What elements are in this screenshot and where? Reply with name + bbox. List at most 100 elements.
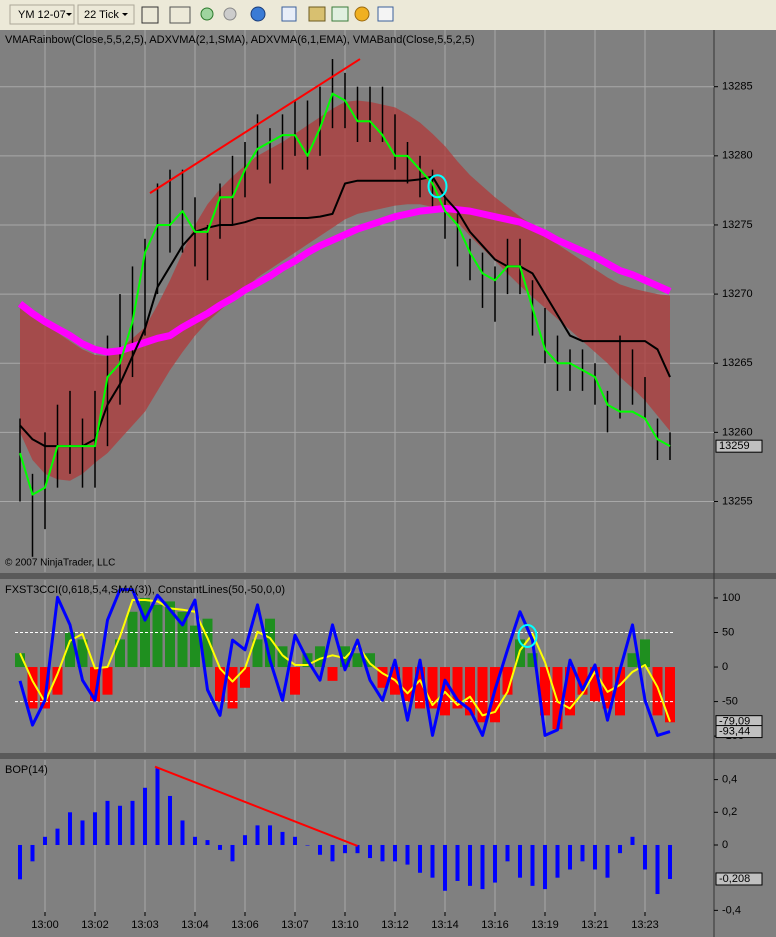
cci-histogram-bar [502, 667, 513, 695]
instrument[interactable]: YM 12-07 [18, 9, 66, 21]
y-tick-label: 0,4 [722, 774, 737, 786]
highlight-ellipse [427, 174, 448, 199]
cci-histogram-bar [465, 667, 475, 716]
cci-histogram-bar [627, 653, 638, 668]
last-price-box [715, 439, 763, 453]
last-value-box [715, 872, 763, 886]
x-tick-label: 13:21 [581, 919, 609, 931]
bop-bar [30, 844, 35, 862]
bop-bar [568, 844, 572, 870]
interval[interactable]: 22 Tick [84, 9, 119, 21]
cci-histogram-bar [90, 667, 100, 702]
bop-bar [280, 831, 285, 845]
cci-histogram-bar [402, 667, 413, 702]
indicator-line [17, 204, 672, 356]
zoom-in-button[interactable] [200, 7, 214, 21]
y-tick-label: 13265 [722, 357, 753, 369]
chart-button[interactable] [331, 6, 349, 22]
bop-bar [655, 844, 660, 895]
bop-bar [118, 805, 122, 845]
bop-bar [305, 844, 310, 846]
last-price-box-label: 13259 [719, 440, 750, 452]
cci-histogram-bar [227, 667, 238, 709]
bop-bar [318, 844, 322, 855]
cci-histogram-bar [240, 667, 250, 688]
cci-histogram-bar [202, 618, 213, 668]
cci-histogram-bar [577, 667, 588, 695]
bop-bar [543, 844, 547, 890]
bop-bar [268, 825, 272, 845]
y-tick-label: 13255 [722, 495, 753, 507]
trend-line [149, 58, 361, 194]
cci-histogram-bar [352, 653, 363, 668]
cci-histogram-bar [565, 667, 575, 716]
cci-histogram-bar [665, 667, 675, 723]
x-tick-label: 13:02 [81, 919, 109, 931]
y-tick-label: 13280 [722, 150, 753, 162]
x-tick-label: 13:23 [631, 919, 659, 931]
bop-bar [255, 825, 260, 845]
cci-histogram-bar [615, 667, 625, 716]
interval-dropdown[interactable] [77, 4, 135, 25]
cci-histogram-bar [327, 667, 338, 681]
bop-bar [555, 844, 560, 878]
last-value-box-label: -0,208 [719, 873, 750, 885]
y-tick-label: -0,4 [722, 904, 741, 916]
bop-bar [205, 840, 210, 845]
cci-histogram-bar [190, 625, 200, 668]
x-tick-label: 13:00 [31, 919, 59, 931]
trend-line [154, 765, 358, 847]
x-tick-label: 13:14 [431, 919, 459, 931]
panel-title: VMARainbow(Close,5,5,2,5), ADXVMA(2,1,SM… [5, 34, 475, 46]
y-tick-label: 13260 [722, 426, 753, 438]
cci-histogram-bar [377, 667, 388, 688]
zoom-out-button[interactable] [223, 7, 237, 21]
panel-title: BOP(14) [5, 764, 48, 776]
x-tick-label: 13:16 [481, 919, 509, 931]
bop-bar [168, 795, 172, 845]
instrument-dropdown[interactable] [9, 4, 75, 25]
bop-bar [155, 768, 160, 845]
highlight-ellipse [517, 623, 538, 648]
y-tick-label: 13285 [722, 81, 753, 93]
y-tick-label: 100 [722, 592, 740, 604]
y-tick-label: 0 [722, 661, 728, 673]
cci-histogram-bar [127, 611, 138, 668]
indicator-line [19, 175, 671, 448]
cci-histogram-bar [452, 667, 463, 709]
x-tick-label: 13:03 [131, 919, 159, 931]
last-value-box [715, 725, 763, 739]
x-tick-label: 13:04 [181, 919, 209, 931]
cci-histogram-bar [65, 632, 75, 668]
cci-histogram-bar [477, 667, 488, 723]
cci-histogram-bar [215, 667, 225, 702]
cci-histogram-bar [165, 601, 175, 668]
bop-bar [130, 800, 135, 845]
x-tick-label: 13:12 [381, 919, 409, 931]
bop-bar [430, 844, 435, 878]
bop-bar [493, 844, 497, 883]
cci-histogram-bar [27, 667, 38, 709]
bop-bar [643, 844, 647, 870]
bop-bar [93, 812, 97, 845]
y-tick-label: 13270 [722, 288, 753, 300]
properties-button[interactable] [281, 6, 297, 22]
cci-histogram-bar [590, 667, 600, 702]
draw-button[interactable] [169, 6, 191, 24]
bop-bar [455, 844, 460, 881]
cci-histogram-bar [527, 653, 538, 668]
money-button[interactable] [354, 6, 370, 22]
bars-button[interactable] [141, 6, 159, 24]
bop-bar [405, 844, 410, 865]
cci-histogram-bar [77, 639, 88, 668]
y-tick-label: 0 [722, 839, 728, 851]
bop-bar [218, 844, 222, 850]
bop-bar [380, 844, 385, 862]
globe-button[interactable] [250, 6, 266, 22]
cci-histogram-bar [640, 639, 650, 668]
bop-bar [668, 844, 672, 879]
bop-bar [393, 844, 397, 862]
folder-button[interactable] [308, 6, 326, 22]
cci-histogram-bar [427, 667, 438, 709]
list-button[interactable] [377, 6, 394, 22]
